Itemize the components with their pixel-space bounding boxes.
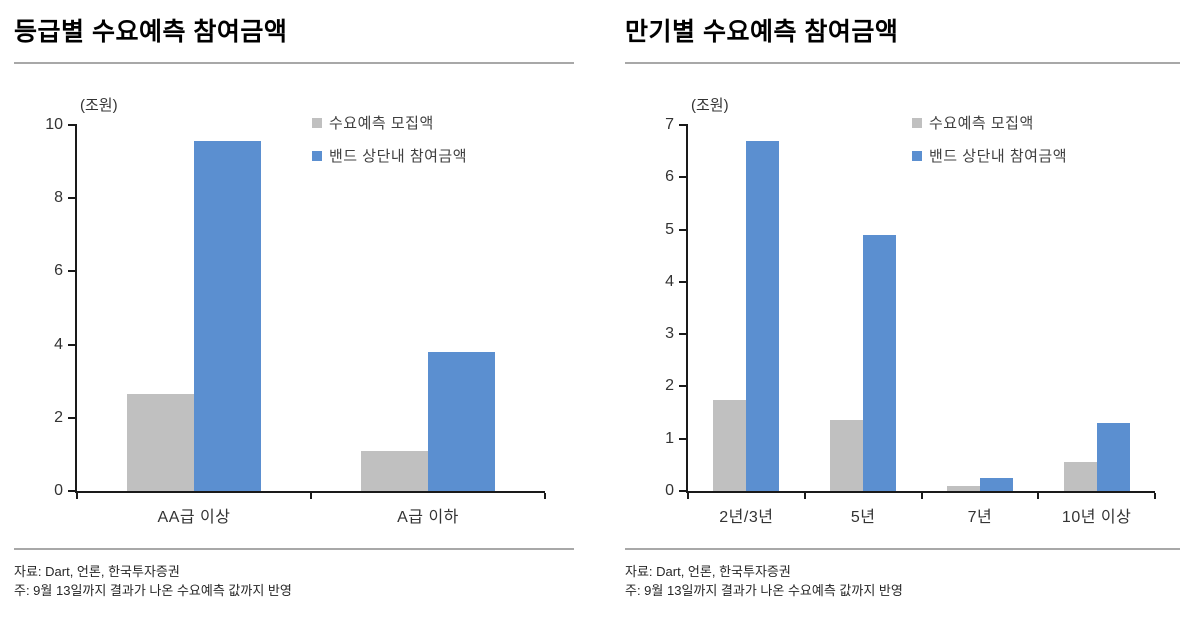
x-category-label: 10년 이상: [1061, 509, 1132, 526]
legend-marker-offering-icon: [312, 117, 322, 128]
bar-participation: [194, 141, 261, 491]
legend-label-offering: 수요예측 모집액: [329, 115, 434, 132]
source-note: 자료: Dart, 언론, 한국투자증권: [14, 564, 180, 579]
bar-participation: [746, 140, 780, 491]
y-axis-tick-label: 8: [54, 189, 63, 207]
legend: 수요예측 모집액 밴드 상단내 참여금액: [912, 113, 1067, 179]
footer-divider-line: [625, 548, 1180, 550]
legend-item-offering: 수요예측 모집액: [312, 113, 467, 132]
footer-divider-line: [14, 548, 574, 550]
y-axis-tick-label: 0: [665, 482, 674, 499]
y-axis-tick: [68, 490, 75, 492]
bar-offering: [713, 399, 747, 491]
y-axis-tick-label: 4: [665, 272, 674, 290]
y-axis-tick-label: 4: [54, 335, 63, 353]
legend-item-participation: 밴드 상단내 참여금액: [312, 146, 467, 165]
x-category-label: A급 이하: [397, 509, 459, 526]
legend-marker-participation-icon: [912, 150, 922, 161]
y-axis-tick: [68, 270, 75, 273]
title-divider-line: [14, 62, 574, 64]
x-axis-tick: [1037, 493, 1040, 499]
bar-participation: [863, 234, 897, 491]
y-axis-tick: [68, 343, 75, 346]
bar-participation: [428, 351, 495, 491]
x-axis-line: [75, 491, 545, 493]
x-category-label: 2년/3년: [719, 509, 774, 526]
y-axis-line: [686, 124, 688, 493]
y-axis-tick: [679, 385, 686, 388]
title-divider-line: [625, 62, 1180, 64]
y-axis-tick-label: 2: [665, 377, 674, 395]
y-axis-unit-label: (조원): [691, 97, 729, 114]
y-axis-tick-label: 1: [665, 429, 674, 447]
chart-panel-by-maturity: 만기별 수요예측 참여금액 (조원) 수요예측 모집액 밴드 상단내 참여금액 …: [625, 10, 1180, 622]
footnote: 주: 9월 13일까지 결과가 나온 수요예측 값까지 반영: [625, 583, 903, 598]
y-axis-tick: [68, 197, 75, 200]
legend-label-participation: 밴드 상단내 참여금액: [929, 148, 1068, 165]
bar-participation: [979, 477, 1013, 491]
y-axis-line: [75, 124, 77, 493]
footnote: 주: 9월 13일까지 결과가 나온 수요예측 값까지 반영: [14, 583, 292, 598]
legend-item-participation: 밴드 상단내 참여금액: [912, 146, 1067, 165]
y-axis-tick-label: 6: [54, 262, 63, 280]
bar-chart-by-rating: AA급 이상 A급 이하 0 2 4 6 8 10: [14, 10, 574, 622]
x-axis-tick: [310, 493, 312, 499]
chart-panel-by-rating: 등급별 수요예측 참여금액 (조원) 수요예측 모집액 밴드 상단내 참여금액 …: [14, 10, 574, 622]
bar-offering: [946, 485, 980, 491]
x-axis-tick: [687, 493, 689, 499]
y-axis-tick-label: 2: [54, 408, 63, 426]
y-axis-tick: [679, 124, 686, 126]
y-axis-tick: [68, 416, 75, 419]
x-category-label: 7년: [967, 509, 993, 526]
y-axis-tick: [679, 228, 686, 231]
x-axis-tick: [1154, 493, 1156, 499]
bar-offering: [361, 450, 428, 491]
chart-title: 만기별 수요예측 참여금액: [625, 18, 899, 46]
y-axis-tick: [679, 490, 686, 492]
bar-chart-by-maturity: 2년/3년 5년 7년 10년 이상 0 1 2 3 4 5 6 7: [625, 10, 1180, 622]
bar-participation: [1096, 423, 1130, 491]
y-axis-tick: [679, 333, 686, 336]
bar-offering: [830, 420, 864, 491]
y-axis-tick: [68, 124, 75, 126]
x-axis-tick: [803, 493, 806, 499]
x-category-label: 5년: [850, 509, 876, 526]
bar-offering: [127, 394, 194, 491]
legend: 수요예측 모집액 밴드 상단내 참여금액: [312, 113, 467, 179]
y-axis-tick: [679, 176, 686, 179]
source-note: 자료: Dart, 언론, 한국투자증권: [625, 564, 791, 579]
x-axis-tick: [920, 493, 923, 499]
x-axis-line: [686, 491, 1155, 493]
y-axis-tick: [679, 280, 686, 283]
y-axis-tick: [679, 437, 686, 440]
y-axis-tick-label: 7: [665, 116, 674, 133]
legend-label-offering: 수요예측 모집액: [929, 115, 1034, 132]
legend-item-offering: 수요예측 모집액: [912, 113, 1067, 132]
chart-title: 등급별 수요예측 참여금액: [14, 18, 288, 46]
bar-offering: [1063, 462, 1097, 491]
legend-marker-participation-icon: [312, 150, 322, 161]
y-axis-tick-label: 0: [54, 482, 63, 499]
y-axis-unit-label: (조원): [80, 97, 118, 114]
legend-label-participation: 밴드 상단내 참여금액: [329, 148, 468, 165]
x-axis-tick: [544, 493, 546, 499]
y-axis-tick-label: 6: [665, 168, 674, 186]
y-axis-tick-label: 10: [45, 116, 63, 133]
x-category-label: AA급 이상: [157, 509, 231, 526]
y-axis-tick-label: 3: [665, 325, 674, 343]
x-axis-tick: [76, 493, 78, 499]
y-axis-tick-label: 5: [665, 220, 674, 238]
legend-marker-offering-icon: [912, 117, 922, 128]
